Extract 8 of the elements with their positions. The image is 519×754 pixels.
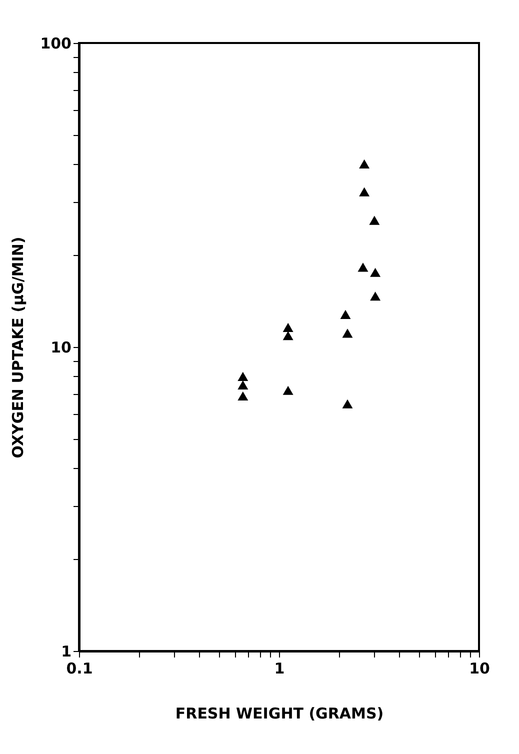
y-axis-title: OXYGEN UPTAKE (μG/MIN) <box>9 236 28 458</box>
y-tick-label: 100 <box>40 34 72 52</box>
x-tick-label: 0.1 <box>66 660 93 678</box>
x-tick-label: 10 <box>469 660 490 678</box>
x-tick-label: 1 <box>274 660 285 678</box>
x-axis-title: FRESH WEIGHT (GRAMS) <box>175 704 384 722</box>
y-tick-label: 10 <box>50 338 72 356</box>
y-tick-label: 1 <box>61 642 72 660</box>
